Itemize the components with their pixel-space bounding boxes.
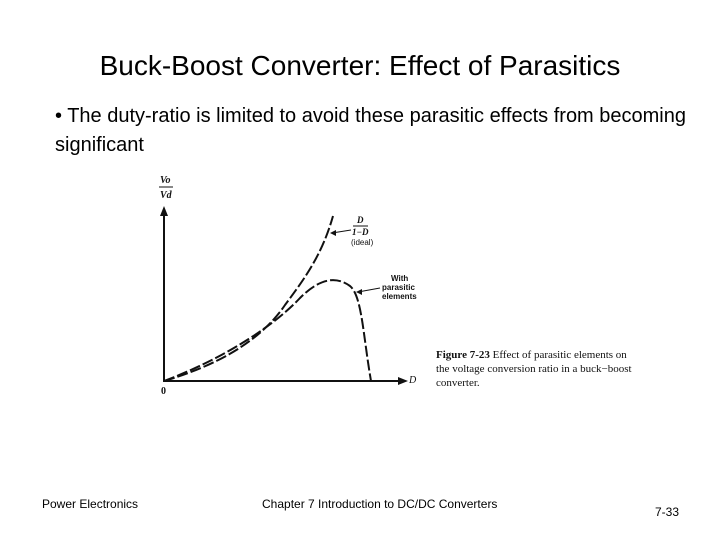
figure-caption: Figure 7-23 Effect of parasitic elements… — [436, 348, 636, 390]
ideal-curve — [163, 215, 334, 382]
footer-page-number: 7-33 — [655, 505, 680, 519]
y-label-top: Vo — [160, 175, 171, 186]
y-label-bottom: Vd — [160, 190, 173, 201]
parasitic-pointer-arrow — [356, 289, 362, 295]
bullet-point: • The duty-ratio is limited to avoid the… — [55, 105, 686, 156]
figure-number: Figure 7-23 — [436, 349, 490, 361]
x-axis-arrow — [398, 377, 408, 385]
parasitic-label-line-2: parasitic — [382, 283, 415, 292]
parasitic-curve — [163, 279, 372, 382]
ideal-formula-denominator: 1−D — [352, 227, 369, 237]
footer-course: Power Electronics — [42, 497, 139, 511]
parasitic-label-line-3: elements — [382, 292, 417, 301]
origin-label: 0 — [161, 386, 166, 397]
footer-chapter: Chapter 7 Introduction to DC/DC Converte… — [262, 497, 498, 511]
parasitic-label-line-1: With — [391, 274, 408, 283]
figure-caption-text: Effect of parasitic elements on the volt… — [436, 349, 632, 389]
conversion-ratio-figure: Vo Vd D 0 D 1−D (ideal) With parasitic e… — [140, 170, 630, 400]
x-label: D — [408, 375, 417, 386]
y-axis-arrow — [160, 206, 168, 216]
ideal-formula-numerator: D — [356, 215, 364, 225]
slide-title: Buck-Boost Converter: Effect of Parasiti… — [99, 50, 621, 81]
ideal-label: (ideal) — [351, 238, 374, 247]
ideal-pointer-arrow — [330, 230, 336, 236]
